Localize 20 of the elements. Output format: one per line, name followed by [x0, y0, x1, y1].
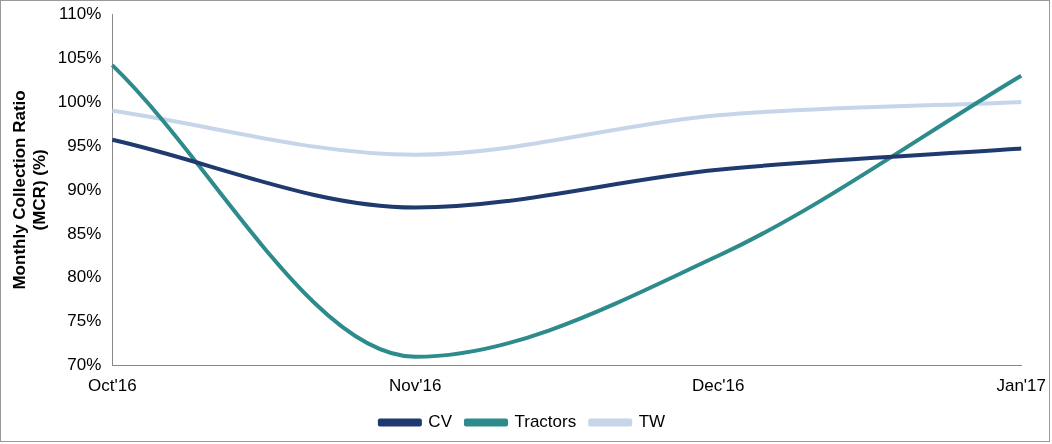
y-tick-label: 105% [57, 47, 102, 67]
y-axis-title: Monthly Collection Ratio (MCR) (%) [9, 90, 50, 290]
line-series [110, 137, 1024, 210]
line-series [110, 63, 1024, 359]
y-tick-label: 95% [67, 135, 102, 155]
y-tick-label: 110% [59, 3, 102, 23]
legend-label: Tractors [514, 412, 577, 432]
x-tick-label: Dec'16 [692, 376, 745, 396]
y-tick-label: 80% [67, 267, 102, 287]
y-tick-label: 75% [67, 311, 102, 331]
y-tick-label: 90% [67, 179, 102, 199]
x-tick-label: Jan'17 [996, 376, 1047, 396]
line-series [110, 100, 1024, 157]
x-tick-label: Oct'16 [87, 376, 137, 396]
legend-label: CV [428, 412, 453, 432]
x-tick-label: Nov'16 [389, 376, 442, 396]
y-tick-label: 85% [67, 223, 102, 243]
y-tick-label: 100% [57, 91, 102, 111]
y-tick-label: 70% [67, 355, 102, 375]
legend-label: TW [638, 412, 666, 432]
